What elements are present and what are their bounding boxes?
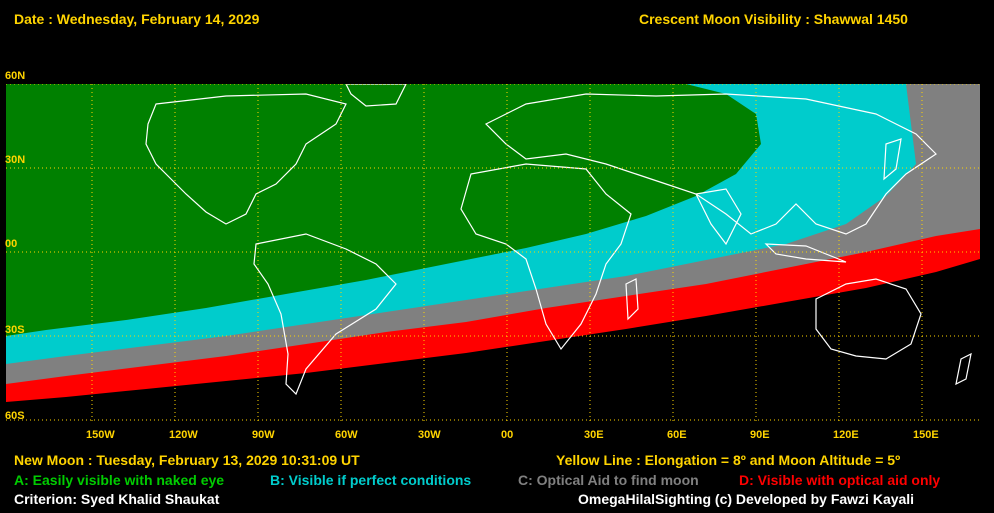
visibility-zones [6,84,980,424]
india-outline [695,188,742,246]
legend-c: C: Optical Aid to find moon [518,472,699,488]
lon-label-30e: 30E [584,429,604,441]
indonesia-outline [764,243,847,263]
lon-label-30w: 30W [418,429,441,441]
new-moon-text: New Moon : Tuesday, February 13, 2029 10… [14,452,360,468]
lon-label-150e: 150E [913,429,939,441]
date-title: Date : Wednesday, February 14, 2029 [14,11,260,27]
lon-label-60e: 60E [667,429,687,441]
yellow-line-text: Yellow Line : Elongation = 8º and Moon A… [556,452,901,468]
credit-text: OmegaHilalSighting (c) Developed by Fawz… [578,491,915,507]
new-zealand-outline [955,352,972,386]
legend-d: D: Visible with optical aid only [739,472,941,488]
criterion-text: Criterion: Syed Khalid Shaukat [14,491,220,507]
north-america-outline [145,93,347,225]
lat-label-00: 00 [5,238,18,250]
zone-none-region [6,259,980,424]
lon-label-150w: 150W [86,429,115,441]
south-america-outline [253,233,397,396]
lat-label-60n: 60N [5,70,26,82]
greenland-outline [345,84,407,107]
lat-label-30n: 30N [5,154,26,166]
lon-label-90e: 90E [750,429,770,441]
legend-a: A: Easily visible with naked eye [14,472,225,488]
lat-label-60s: 60S [5,410,25,422]
japan-outline [883,138,902,181]
eurasia-outline [484,93,937,235]
visibility-title: Crescent Moon Visibility : Shawwal 1450 [639,11,908,27]
australia-outline [815,278,922,360]
lon-label-90w: 90W [252,429,275,441]
africa-outline [460,163,632,351]
coastlines [145,84,972,396]
lon-label-120w: 120W [169,429,198,441]
legend-b: B: Visible if perfect conditions [270,472,472,488]
lon-label-60w: 60W [335,429,358,441]
lon-label-120e: 120E [833,429,859,441]
lat-label-30s: 30S [5,324,25,336]
madagascar-outline [625,278,639,321]
lat-lon-grid [6,84,980,424]
visibility-map [6,84,980,424]
lon-label-00: 00 [501,429,514,441]
